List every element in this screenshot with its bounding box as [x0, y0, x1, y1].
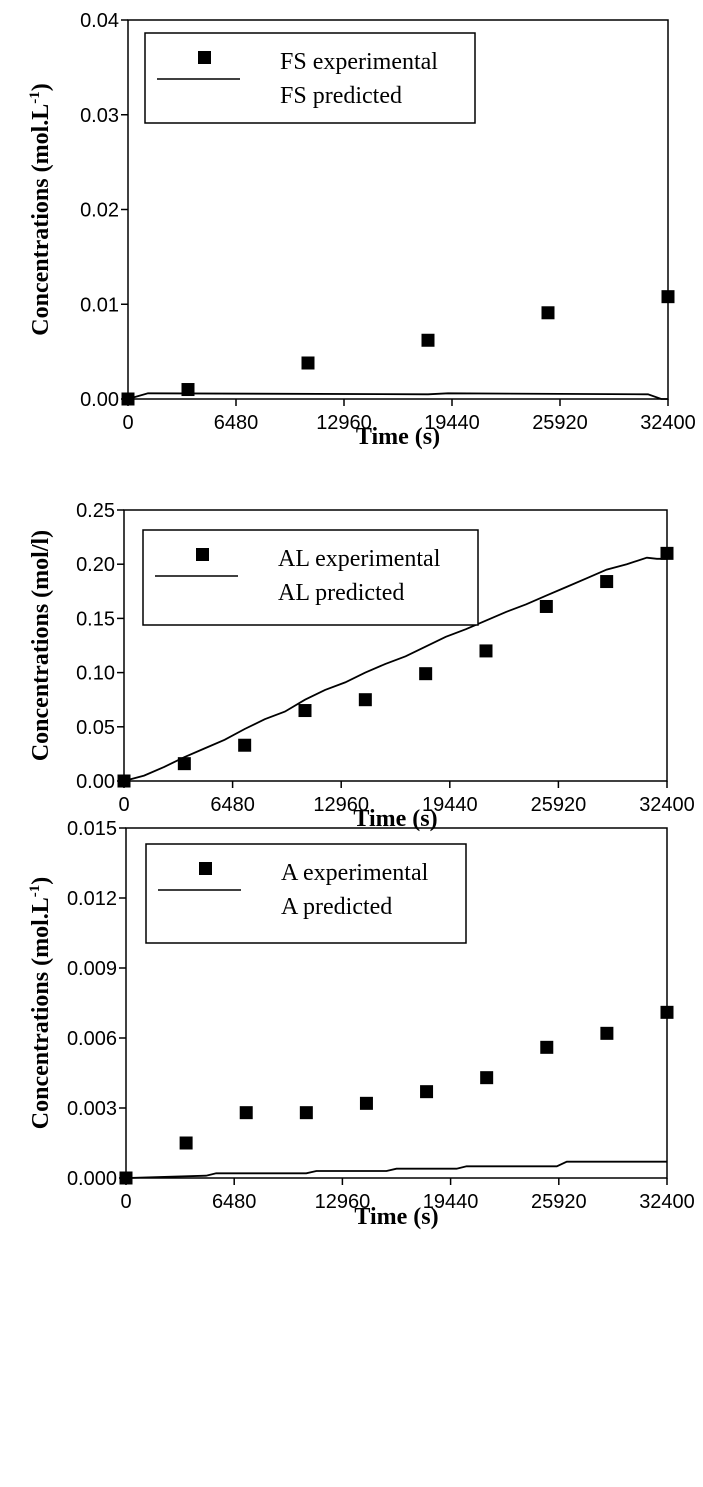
y-tick-label: 0.015 — [67, 818, 117, 840]
chart-1: 0 6480 12960 19440 25920 32400 0.00 0.01 0.02 0.0… — [27, 10, 696, 450]
data-point — [539, 599, 553, 613]
legend-marker — [196, 548, 209, 561]
legend-marker — [199, 862, 212, 875]
data-point — [480, 1071, 494, 1085]
data-point — [179, 1136, 193, 1150]
x-tick-label: 6480 — [214, 412, 259, 434]
y-tick-label: 0.012 — [67, 888, 117, 910]
data-point — [177, 757, 191, 771]
y-axis-title-close: ) — [28, 83, 54, 91]
y-axis-title-main: Concentrations (mol.L — [28, 104, 54, 336]
y-tick-label: 0.000 — [67, 1168, 117, 1190]
legend-label: A experimental — [281, 860, 429, 886]
y-axis-title: Concentrations (mol/l) — [28, 530, 54, 761]
y-tick-label: 0.01 — [80, 294, 119, 316]
data-point — [541, 306, 555, 320]
data-point — [600, 1026, 614, 1040]
data-point — [660, 1005, 674, 1019]
data-point — [301, 356, 315, 370]
x-tick-label: 25920 — [531, 794, 587, 816]
x-tick-label: 0 — [120, 1191, 131, 1213]
legend: AL experimental AL predicted — [142, 529, 479, 626]
x-axis-title: Time (s) — [356, 424, 440, 450]
y-axis-title-main: Concentrations (mol/l) — [28, 530, 54, 761]
y-tick-label: 0.25 — [76, 500, 115, 522]
y-tick-label: 0.15 — [76, 608, 115, 630]
data-point — [479, 644, 493, 658]
x-tick-label: 19440 — [422, 794, 478, 816]
y-tick-label: 0.03 — [80, 105, 119, 127]
y-tick-label: 0.10 — [76, 663, 115, 685]
x-tick-label: 0 — [118, 794, 129, 816]
y-tick-label: 0.20 — [76, 554, 115, 576]
series-line-1 — [125, 1160, 667, 1179]
legend-label: FS predicted — [280, 83, 402, 109]
series-line-1 — [127, 392, 668, 400]
x-tick-label: 19440 — [424, 412, 480, 434]
series-line-1 — [123, 556, 667, 782]
legend-label: AL predicted — [278, 580, 404, 606]
y-tick-label: 0.009 — [67, 958, 117, 980]
y-axis-title-close: ) — [28, 877, 54, 885]
x-tick-label: 12960 — [315, 1191, 371, 1213]
x-tick-label: 0 — [122, 412, 133, 434]
data-point — [661, 290, 675, 304]
legend: FS experimental FS predicted — [144, 32, 476, 124]
data-point — [358, 693, 372, 707]
y-tick-label: 0.006 — [67, 1028, 117, 1050]
legend-marker — [198, 51, 211, 64]
x-tick-label: 32400 — [639, 794, 695, 816]
plot-frame — [125, 827, 668, 1179]
data-point — [660, 546, 674, 560]
x-tick-label: 32400 — [640, 412, 696, 434]
x-tick-label: 6480 — [212, 1191, 257, 1213]
data-point — [420, 1085, 434, 1099]
x-axis-title: Time (s) — [354, 1204, 438, 1230]
y-tick-label: 0.00 — [76, 771, 115, 793]
y-axis-title-sup: -1 — [27, 91, 43, 104]
x-tick-label: 12960 — [316, 412, 372, 434]
x-tick-label: 12960 — [313, 794, 369, 816]
x-tick-label: 19440 — [423, 1191, 479, 1213]
data-point — [540, 1040, 554, 1054]
x-tick-label: 25920 — [531, 1191, 587, 1213]
y-tick-label: 0.00 — [80, 389, 119, 411]
legend-label: AL experimental — [278, 546, 441, 572]
y-tick-label: 0.02 — [80, 200, 119, 222]
chart-3: 0 6480 12960 19440 25920 32400 0.000 0.003 0.006… — [27, 818, 695, 1230]
x-tick-label: 25920 — [532, 412, 588, 434]
x-tick-label: 6480 — [210, 794, 255, 816]
plot-frame — [123, 509, 668, 782]
y-tick-label: 0.04 — [80, 10, 119, 32]
data-point — [238, 738, 252, 752]
y-axis-title: Concentrations (mol.L-1) — [27, 83, 54, 335]
y-tick-label: 0.05 — [76, 717, 115, 739]
y-axis-title-sup: -1 — [27, 885, 43, 898]
x-tick-label: 32400 — [639, 1191, 695, 1213]
y-tick-label: 0.003 — [67, 1098, 117, 1120]
data-point — [600, 575, 614, 589]
legend: A experimental A predicted — [145, 843, 467, 944]
data-point — [298, 704, 312, 718]
data-point — [299, 1106, 313, 1120]
y-axis-title: Concentrations (mol.L-1) — [27, 877, 54, 1129]
data-point — [359, 1096, 373, 1110]
legend-box — [145, 843, 467, 944]
data-point — [239, 1106, 253, 1120]
data-point — [421, 333, 435, 347]
y-axis-title-main: Concentrations (mol.L — [28, 897, 54, 1129]
legend-label: A predicted — [281, 894, 392, 920]
data-point — [419, 667, 433, 681]
legend-box — [144, 32, 476, 124]
legend-box — [142, 529, 479, 626]
legend-label: FS experimental — [280, 49, 438, 75]
chart-2: 0 6480 12960 19440 25920 32400 0.00 0.05 0.10 0.1… — [28, 500, 695, 832]
